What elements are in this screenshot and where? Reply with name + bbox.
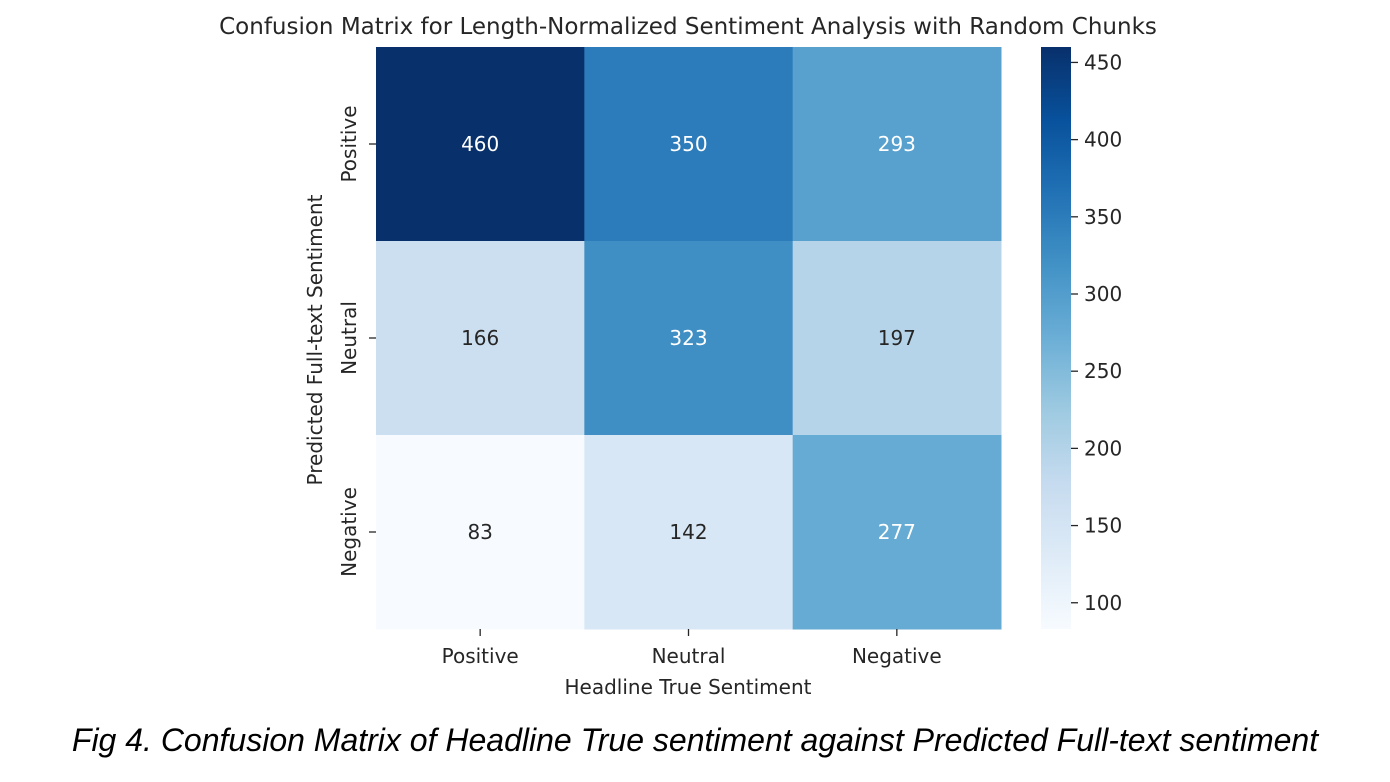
heatmap-cell — [376, 47, 585, 242]
heatmap-cell — [584, 435, 794, 630]
y-tick-label: Negative — [337, 487, 361, 577]
heatmap-cell — [584, 47, 794, 242]
colorbar-tick-label: 150 — [1084, 514, 1122, 538]
colorbar-ticks: 100 150 200 250 300 350 400 450 — [1071, 50, 1122, 615]
cell-value-label: 323 — [669, 326, 707, 350]
x-tick-label: Positive — [442, 644, 519, 668]
x-axis-label: Headline True Sentiment — [565, 675, 812, 699]
x-tick-label: Negative — [852, 644, 942, 668]
colorbar-tick-label: 300 — [1084, 282, 1122, 306]
heatmap-cell — [792, 47, 1002, 242]
confusion-matrix-chart: Confusion Matrix for Length-Normalized S… — [219, 14, 1157, 699]
cell-value-labels: 460 350 293 166 323 197 83 142 277 — [461, 132, 916, 544]
heatmap-cells — [376, 47, 1002, 630]
cell-value-label: 460 — [461, 132, 499, 156]
y-axis-label: Predicted Full-text Sentiment — [303, 194, 327, 485]
cell-value-label: 83 — [467, 520, 492, 544]
cell-value-label: 293 — [878, 132, 916, 156]
colorbar-tick-label: 200 — [1084, 436, 1122, 460]
colorbar — [1041, 47, 1071, 629]
colorbar-tick-label: 450 — [1084, 50, 1122, 74]
cell-value-label: 197 — [878, 326, 916, 350]
x-tick-label: Neutral — [652, 644, 726, 668]
heatmap-cell — [376, 241, 585, 436]
cell-value-label: 166 — [461, 326, 499, 350]
y-tick-label: Neutral — [337, 301, 361, 375]
y-axis-ticks: Positive Neutral Negative — [337, 105, 376, 577]
cell-value-label: 350 — [669, 132, 707, 156]
colorbar-tick-label: 400 — [1084, 128, 1122, 152]
chart-title: Confusion Matrix for Length-Normalized S… — [219, 14, 1157, 40]
y-tick-label: Positive — [337, 105, 361, 182]
colorbar-tick-label: 100 — [1084, 591, 1122, 615]
colorbar-tick-label: 350 — [1084, 205, 1122, 229]
heatmap-cell — [584, 241, 794, 436]
colorbar-tick-label: 250 — [1084, 359, 1122, 383]
cell-value-label: 142 — [669, 520, 707, 544]
x-axis-ticks: Positive Neutral Negative — [442, 629, 942, 668]
heatmap-cell — [792, 435, 1002, 630]
cell-value-label: 277 — [878, 520, 916, 544]
heatmap-cell — [376, 435, 585, 630]
heatmap-cell — [792, 241, 1002, 436]
figure-caption: Fig 4. Confusion Matrix of Headline True… — [71, 722, 1319, 758]
